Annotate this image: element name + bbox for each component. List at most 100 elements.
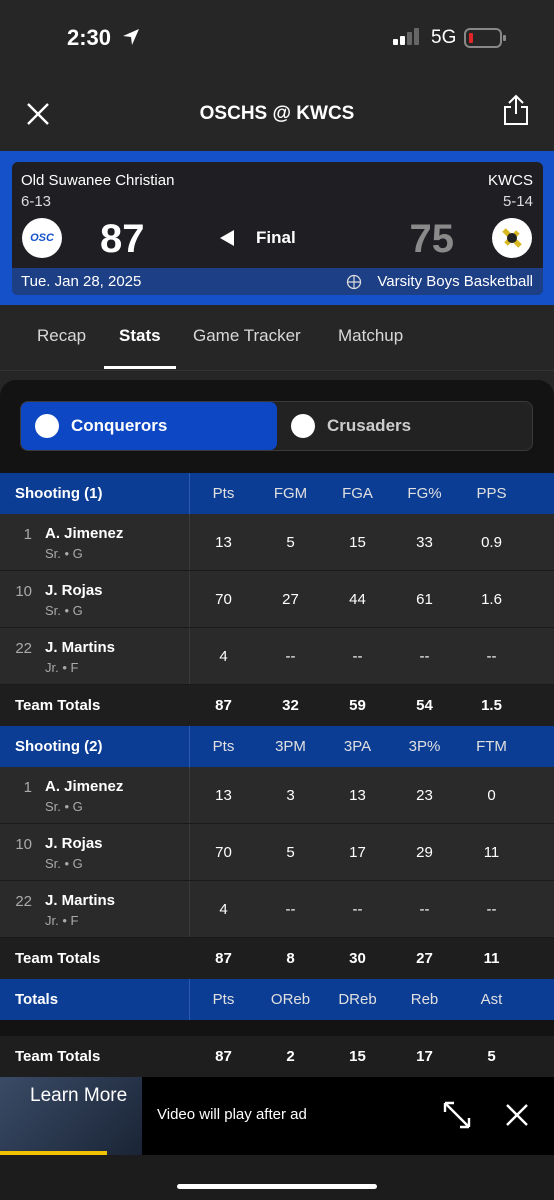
tab-divider (0, 370, 554, 371)
name-column-divider (189, 473, 190, 514)
totals-cell: 2 (286, 1048, 295, 1065)
ad-video-thumbnail (0, 1077, 142, 1155)
totals-cell: 32 (282, 697, 299, 714)
stat-cell: -- (352, 648, 363, 665)
stat-cell: 0 (487, 787, 496, 804)
jersey-number: 10 (15, 583, 32, 600)
column-header: FGM (273, 485, 308, 502)
player-row: 22 J. Martins Jr. • F 4 -- -- -- -- (0, 628, 554, 685)
jersey-number: 1 (23, 779, 32, 796)
column-header: 3PM (275, 738, 306, 755)
toggle-team-name[interactable]: Crusaders (327, 416, 412, 435)
stat-cell: 5 (286, 534, 295, 551)
stat-cell: -- (285, 648, 296, 665)
totals-cell: 17 (416, 1048, 433, 1065)
tab-underline (104, 366, 176, 369)
column-header: DReb (338, 991, 377, 1008)
sport-label: Varsity Boys Basketball (377, 273, 533, 290)
date-strip (12, 268, 543, 295)
column-header: Reb (410, 991, 439, 1008)
totals-cell: 27 (416, 950, 433, 967)
stat-cell: 33 (416, 534, 433, 551)
column-header: PPS (476, 485, 507, 502)
player-name[interactable]: J. Martins (45, 892, 116, 909)
stat-cell: 23 (416, 787, 433, 804)
stat-cell: 13 (215, 534, 232, 551)
column-header: 3P% (408, 738, 441, 755)
close-ad-button[interactable] (505, 1103, 529, 1127)
expand-button[interactable] (442, 1100, 472, 1130)
share-button[interactable] (502, 94, 530, 126)
player-row: 1 A. Jimenez Sr. • G 13 3 13 23 0 (0, 767, 554, 824)
away-score: 75 (409, 217, 455, 261)
ad-cta[interactable]: Learn More (30, 1085, 128, 1106)
column-header: Pts (212, 485, 235, 502)
player-info: Jr. • F (45, 660, 79, 675)
stat-cell: 13 (215, 787, 232, 804)
tab[interactable]: Recap (37, 326, 87, 345)
player-name[interactable]: A. Jimenez (45, 525, 124, 542)
jersey-number: 1 (23, 526, 32, 543)
tab[interactable]: Stats (119, 326, 161, 345)
player-row: 22 J. Martins Jr. • F 4 -- -- -- -- (0, 881, 554, 938)
header-title: OSCHS @ KWCS (199, 103, 355, 124)
stat-cell: 0.9 (481, 534, 502, 551)
stat-cell: 61 (416, 591, 433, 608)
jersey-number: 22 (15, 640, 32, 657)
column-header: FGA (342, 485, 373, 502)
ad-progress (0, 1151, 107, 1155)
toggle-active (21, 402, 277, 450)
column-header: 3PA (343, 738, 372, 755)
totals-cell: 1.5 (481, 697, 502, 714)
toggle-team-name[interactable]: Conquerors (71, 416, 168, 435)
stat-cell: 1.6 (481, 591, 502, 608)
player-name[interactable]: J. Rojas (45, 582, 103, 599)
player-row: 10 J. Rojas Sr. • G 70 27 44 61 1.6 (0, 571, 554, 628)
game-date: Tue. Jan 28, 2025 (21, 273, 142, 290)
totals-label: Team Totals (15, 697, 101, 714)
column-header: Pts (212, 991, 235, 1008)
name-cell (0, 767, 190, 823)
section-title: Totals (15, 991, 59, 1008)
totals-cell: 8 (286, 950, 295, 967)
scoreboard-card (12, 162, 543, 295)
totals-cell: 87 (215, 950, 232, 967)
stat-cell: 17 (349, 844, 366, 861)
name-cell (0, 824, 190, 880)
stat-cell: -- (352, 901, 363, 918)
battery-icon (464, 28, 506, 48)
player-info: Sr. • G (45, 799, 83, 814)
tab[interactable]: Matchup (338, 326, 404, 345)
stat-cell: -- (419, 648, 430, 665)
section-header: Shooting (1) Pts FGM FGA FG% PPS (0, 473, 554, 514)
player-name[interactable]: A. Jimenez (45, 778, 124, 795)
name-cell (0, 881, 190, 937)
totals-cell: 59 (349, 697, 366, 714)
player-name[interactable]: J. Rojas (45, 835, 103, 852)
player-name[interactable]: J. Martins (45, 639, 116, 656)
jersey-number: 22 (15, 893, 32, 910)
totals-cell: 54 (416, 697, 433, 714)
totals-cell: 15 (349, 1048, 366, 1065)
stat-cell: -- (285, 901, 296, 918)
player-info: Sr. • G (45, 603, 83, 618)
player-info: Jr. • F (45, 913, 79, 928)
tab[interactable]: Game Tracker (193, 326, 301, 345)
stat-cell: 70 (215, 591, 232, 608)
name-column-divider (189, 979, 190, 1020)
column-header: FTM (476, 738, 507, 755)
game-status: Final (256, 228, 296, 247)
away-team-name: KWCS (488, 172, 533, 189)
name-column-divider (189, 726, 190, 767)
network-label: 5G (431, 27, 457, 48)
winner-arrow (220, 230, 234, 246)
jersey-number: 10 (15, 836, 32, 853)
home-team-record: 6-13 (21, 193, 52, 210)
home-indicator (177, 1184, 377, 1189)
close-button[interactable] (26, 102, 50, 126)
sport-icon (346, 274, 362, 290)
section-header: Shooting (2) Pts 3PM 3PA 3P% FTM (0, 726, 554, 767)
totals-label: Team Totals (15, 950, 101, 967)
home-team-logo: OSC (22, 218, 62, 258)
